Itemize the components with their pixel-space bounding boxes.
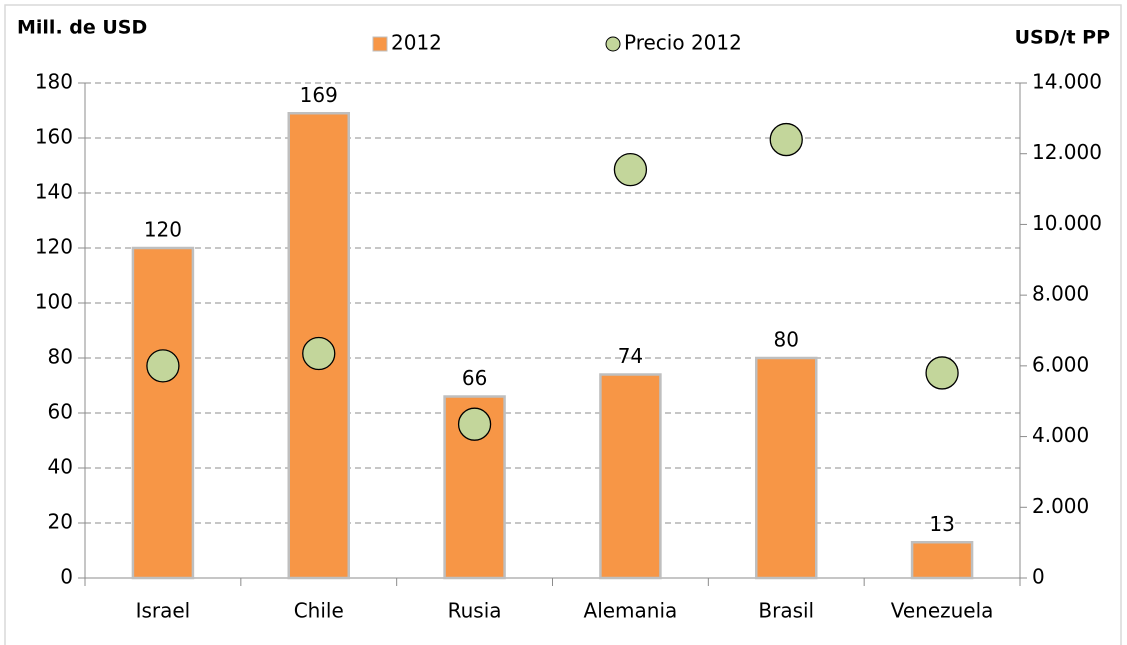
y-tick-label: 0 — [60, 565, 73, 589]
y-tick-label: 60 — [48, 400, 73, 424]
x-tick-label: Alemania — [584, 599, 678, 623]
legend-swatch — [605, 36, 621, 52]
legend-swatch — [372, 36, 388, 52]
scatter-point — [613, 152, 648, 187]
bar — [131, 246, 195, 580]
y-tick-label: 40 — [48, 455, 73, 479]
y2-tick-label: 4.000 — [1032, 423, 1089, 447]
legend-label: Precio 2012 — [624, 31, 742, 55]
bar-value-label: 80 — [774, 328, 799, 352]
y2-tick-label: 14.000 — [1032, 70, 1102, 94]
x-tick-label: Chile — [294, 599, 344, 623]
bar-value-label: 169 — [300, 83, 338, 107]
x-tick-label: Israel — [136, 599, 191, 623]
y2-tick-label: 8.000 — [1032, 282, 1089, 306]
bar-value-label: 13 — [929, 512, 954, 536]
y-tick-label: 160 — [35, 125, 73, 149]
bar — [755, 356, 818, 580]
y2-tick-label: 12.000 — [1032, 140, 1102, 164]
bar — [910, 541, 974, 580]
y-tick-label: 120 — [35, 235, 73, 259]
y2-tick-label: 10.000 — [1032, 211, 1102, 235]
scatter-point — [925, 356, 959, 390]
x-tick-label: Rusia — [448, 599, 502, 623]
scatter-point — [457, 407, 492, 441]
bar-value-label: 74 — [618, 344, 643, 368]
y2-tick-label: 6.000 — [1032, 352, 1089, 376]
scatter-point — [146, 349, 180, 383]
bar-value-label: 120 — [144, 218, 182, 242]
y2-tick-label: 0 — [1032, 565, 1045, 589]
y-tick-label: 20 — [48, 510, 73, 534]
scatter-point — [769, 122, 803, 157]
x-tick-label: Venezuela — [891, 599, 994, 623]
y-tick-label: 140 — [35, 180, 73, 204]
bar — [599, 373, 662, 580]
legend-label: 2012 — [391, 31, 442, 55]
y-tick-label: 180 — [35, 70, 73, 94]
y2-axis-title: USD/t PP — [1015, 27, 1110, 49]
y-tick-label: 80 — [48, 345, 73, 369]
x-tick-label: Brasil — [758, 599, 814, 623]
scatter-point — [302, 336, 336, 371]
y-tick-label: 100 — [35, 290, 73, 314]
y2-tick-label: 2.000 — [1032, 494, 1089, 518]
bar-value-label: 66 — [462, 366, 487, 390]
y-axis-title: Mill. de USD — [17, 17, 147, 39]
